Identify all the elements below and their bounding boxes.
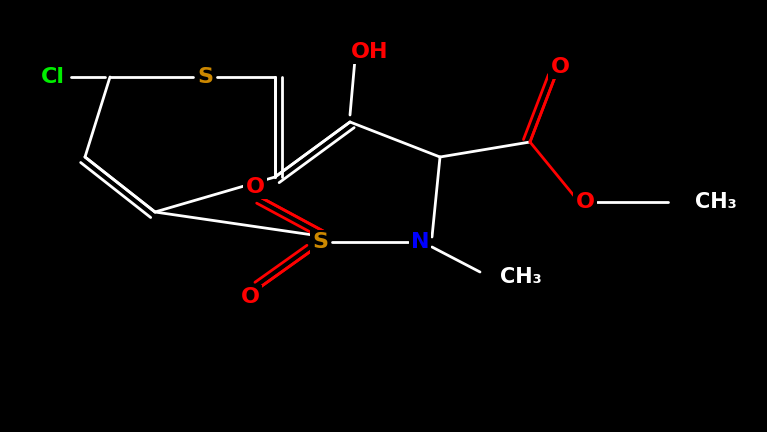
- Text: S: S: [312, 232, 328, 252]
- Text: CH₃: CH₃: [500, 267, 542, 287]
- Text: O: O: [245, 177, 265, 197]
- Text: O: O: [241, 287, 259, 307]
- Text: S: S: [197, 67, 213, 87]
- Text: O: O: [551, 57, 570, 77]
- Text: CH₃: CH₃: [695, 192, 737, 212]
- Text: Cl: Cl: [41, 67, 65, 87]
- Text: OH: OH: [351, 42, 389, 62]
- Text: O: O: [575, 192, 594, 212]
- Text: N: N: [411, 232, 430, 252]
